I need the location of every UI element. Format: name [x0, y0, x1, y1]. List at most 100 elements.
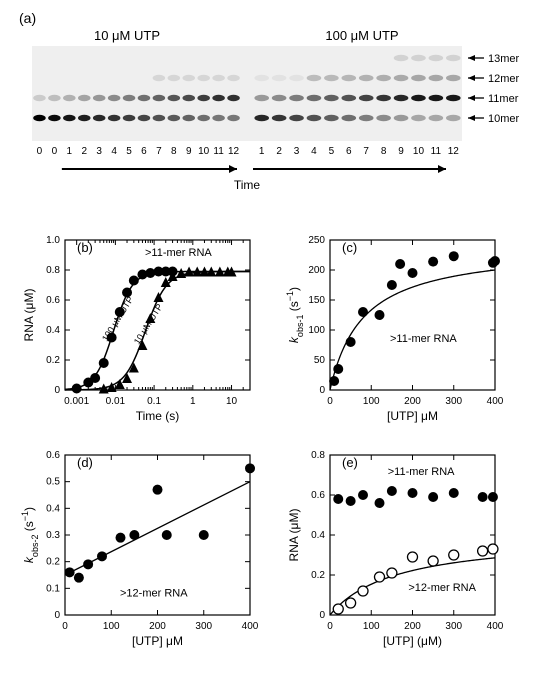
svg-text:5: 5 — [126, 146, 132, 157]
svg-text:0: 0 — [319, 385, 325, 396]
gel-svg: 10 μM UTP100 μM UTP001234567891011121234… — [14, 10, 519, 210]
svg-text:0: 0 — [319, 610, 325, 621]
svg-text:400: 400 — [242, 621, 259, 632]
svg-text:2: 2 — [276, 146, 282, 157]
panel-e: 0 100 200 300 400 0 0.2 0.4 0.6 0.8 [UTP] (μM) RNA … — [280, 445, 505, 655]
svg-text:50: 50 — [314, 355, 326, 366]
svg-text:3: 3 — [96, 146, 102, 157]
svg-text:13mer: 13mer — [488, 53, 519, 65]
svg-text:100 μM UTP: 100 μM UTP — [100, 295, 135, 343]
svg-text:>11-mer RNA: >11-mer RNA — [390, 333, 457, 345]
svg-text:(e): (e) — [342, 455, 358, 470]
svg-text:100: 100 — [103, 621, 120, 632]
svg-text:10: 10 — [413, 146, 425, 157]
svg-text:0: 0 — [37, 146, 43, 157]
panel-c: 0 100 200 300 400 0 50 100 150 200 250 [UTP] μM kobs… — [280, 230, 505, 425]
chart-d-svg: 010020030040000.10.20.30.40.50.6[UTP] μM… — [15, 445, 260, 655]
svg-text:0.4: 0.4 — [46, 325, 60, 336]
svg-text:150: 150 — [308, 295, 325, 306]
svg-text:[UTP] (μM): [UTP] (μM) — [383, 634, 442, 648]
svg-text:0: 0 — [52, 146, 58, 157]
svg-text:0: 0 — [54, 385, 60, 396]
svg-text:100 μM UTP: 100 μM UTP — [325, 28, 398, 43]
svg-text:0.1: 0.1 — [147, 396, 161, 407]
svg-text:3: 3 — [294, 146, 300, 157]
svg-text:0.3: 0.3 — [46, 530, 60, 541]
svg-text:1: 1 — [259, 146, 265, 157]
svg-text:(d): (d) — [77, 455, 93, 470]
svg-text:8: 8 — [171, 146, 177, 157]
svg-text:1.0: 1.0 — [46, 235, 60, 246]
chart-b-svg: 0.0010.010.111000.20.40.60.81.0Time (s)R… — [15, 230, 260, 425]
svg-text:0.8: 0.8 — [311, 450, 325, 461]
svg-text:0.6: 0.6 — [311, 490, 325, 501]
svg-text:11: 11 — [431, 146, 442, 157]
svg-text:4: 4 — [311, 146, 317, 157]
svg-text:Time (s): Time (s) — [136, 409, 180, 423]
svg-text:0.6: 0.6 — [46, 450, 60, 461]
chart-e-svg: 0 100 200 300 400 0 0.2 0.4 0.6 0.8 [UTP] (μM) RNA … — [280, 445, 505, 655]
svg-text:9: 9 — [398, 146, 404, 157]
svg-text:>12-mer RNA: >12-mer RNA — [408, 582, 476, 594]
svg-text:100: 100 — [363, 396, 380, 407]
svg-text:>11-mer RNA: >11-mer RNA — [388, 466, 455, 478]
svg-text:[UTP] μM: [UTP] μM — [387, 409, 438, 423]
svg-text:11mer: 11mer — [488, 93, 519, 105]
svg-text:0.8: 0.8 — [46, 265, 60, 276]
panel-d: 010020030040000.10.20.30.40.50.6[UTP] μM… — [15, 445, 260, 655]
svg-text:200: 200 — [308, 265, 325, 276]
svg-text:6: 6 — [346, 146, 352, 157]
svg-text:10: 10 — [226, 396, 238, 407]
svg-text:0.4: 0.4 — [46, 503, 60, 514]
svg-text:0.4: 0.4 — [311, 530, 325, 541]
svg-text:0: 0 — [54, 610, 60, 621]
svg-text:[UTP] μM: [UTP] μM — [132, 634, 183, 648]
svg-text:kobs-1 (s−1): kobs-1 (s−1) — [285, 287, 305, 343]
svg-text:300: 300 — [445, 621, 462, 632]
svg-text:RNA (μM): RNA (μM) — [22, 289, 36, 342]
svg-text:0.2: 0.2 — [311, 570, 325, 581]
panel-a-label: (a) — [19, 10, 36, 26]
panel-b: 0.0010.010.111000.20.40.60.81.0Time (s)R… — [15, 230, 260, 425]
svg-text:100: 100 — [363, 621, 380, 632]
svg-text:RNA (μM): RNA (μM) — [287, 509, 301, 562]
svg-text:>11-mer RNA: >11-mer RNA — [145, 247, 212, 259]
svg-text:200: 200 — [149, 621, 166, 632]
svg-text:1: 1 — [67, 146, 73, 157]
svg-text:10mer: 10mer — [488, 113, 519, 125]
svg-text:(c): (c) — [342, 240, 357, 255]
svg-text:9: 9 — [186, 146, 192, 157]
svg-text:0: 0 — [327, 621, 333, 632]
svg-text:Time: Time — [234, 178, 261, 192]
svg-text:250: 250 — [308, 235, 325, 246]
svg-text:(b): (b) — [77, 240, 93, 255]
svg-text:200: 200 — [404, 396, 421, 407]
svg-text:7: 7 — [156, 146, 162, 157]
svg-text:2: 2 — [81, 146, 87, 157]
svg-text:6: 6 — [141, 146, 147, 157]
svg-text:0.001: 0.001 — [64, 396, 89, 407]
svg-text:200: 200 — [404, 621, 421, 632]
svg-text:300: 300 — [195, 621, 212, 632]
svg-text:12mer: 12mer — [488, 73, 519, 85]
svg-text:100: 100 — [308, 325, 325, 336]
svg-text:0: 0 — [327, 396, 333, 407]
panel-a: (a) 10 μM UTP100 μM UTP00123456789101112… — [14, 10, 519, 210]
svg-text:400: 400 — [487, 621, 504, 632]
svg-text:0: 0 — [62, 621, 68, 632]
svg-text:0.6: 0.6 — [46, 295, 60, 306]
svg-text:10: 10 — [198, 146, 210, 157]
svg-text:5: 5 — [329, 146, 335, 157]
svg-text:0.01: 0.01 — [106, 396, 126, 407]
chart-c-svg: 0 100 200 300 400 0 50 100 150 200 250 [UTP] μM kobs… — [280, 230, 505, 425]
svg-text:11: 11 — [213, 146, 224, 157]
svg-text:8: 8 — [381, 146, 387, 157]
svg-text:400: 400 — [487, 396, 504, 407]
svg-text:0.5: 0.5 — [46, 477, 60, 488]
svg-text:0.2: 0.2 — [46, 557, 60, 568]
svg-text:10 μM UTP: 10 μM UTP — [94, 28, 160, 43]
svg-text:0.2: 0.2 — [46, 355, 60, 366]
svg-text:300: 300 — [445, 396, 462, 407]
svg-text:>12-mer RNA: >12-mer RNA — [120, 587, 188, 599]
svg-text:12: 12 — [448, 146, 460, 157]
